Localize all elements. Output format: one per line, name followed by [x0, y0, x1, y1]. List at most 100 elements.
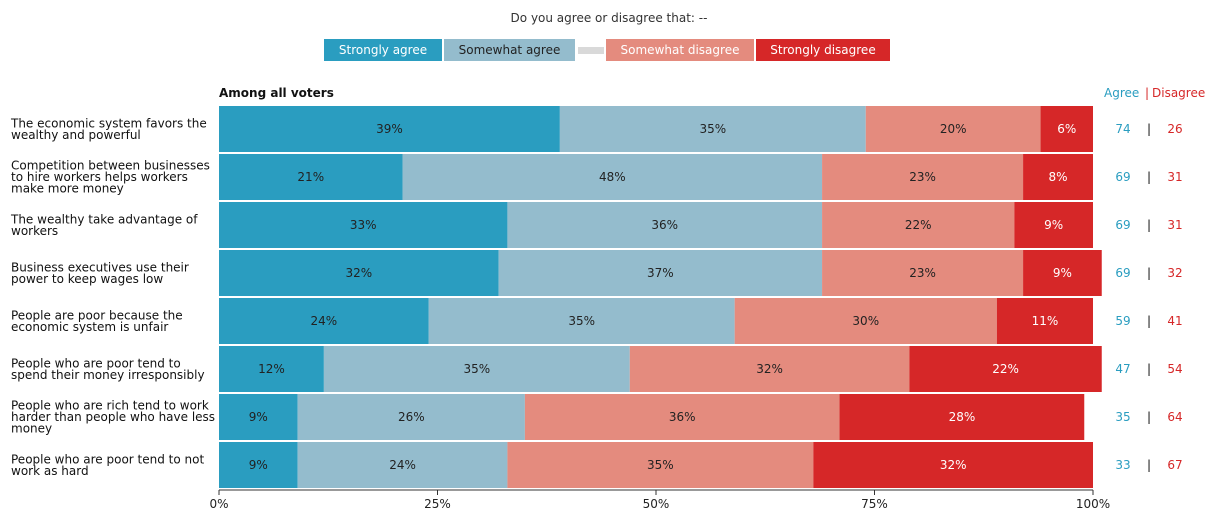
legend: Strongly agree Somewhat agree Somewhat dis…: [324, 39, 890, 61]
data-label: 28%: [949, 410, 976, 424]
disagree-total: 26: [1167, 122, 1182, 136]
legend-swatch: [444, 39, 575, 61]
bar-somewhat-disagree: [822, 154, 1024, 200]
total-separator: |: [1147, 410, 1151, 424]
disagree-total: 64: [1167, 410, 1182, 424]
chart-subtitle: Among all voters: [219, 86, 334, 100]
agree-total: 47: [1115, 362, 1130, 376]
bar-strongly-disagree: [813, 442, 1093, 488]
x-tick-label: 25%: [424, 497, 451, 511]
data-label: 37%: [647, 266, 674, 280]
legend-swatch: [324, 39, 442, 61]
bar-strongly-agree: [219, 394, 298, 440]
header-separator: |: [1145, 86, 1149, 100]
x-tick-label: 0%: [209, 497, 228, 511]
data-label: 35%: [463, 362, 490, 376]
bar-strongly-disagree: [1040, 106, 1093, 152]
data-label: 30%: [852, 314, 879, 328]
data-label: 39%: [376, 122, 403, 136]
bar-somewhat-disagree: [865, 106, 1041, 152]
data-label: 36%: [651, 218, 678, 232]
chart-title: Do you agree or disagree that: --: [511, 11, 708, 25]
bar-strongly-agree: [219, 298, 429, 344]
bar-strongly-disagree: [1023, 154, 1093, 200]
bar-strongly-disagree: [1014, 202, 1093, 248]
data-label: 8%: [1049, 170, 1068, 184]
bar-strongly-disagree: [1023, 250, 1102, 296]
disagree-total: 31: [1167, 170, 1182, 184]
agree-total: 35: [1115, 410, 1130, 424]
bar-somewhat-agree: [559, 106, 866, 152]
data-label: 32%: [346, 266, 373, 280]
bar-somewhat-agree: [297, 394, 525, 440]
agree-total: 74: [1115, 122, 1130, 136]
row-2: Competition between businesses to hire wo…: [11, 154, 1183, 200]
row-8: People who are poor tend to not work as h…: [11, 442, 1183, 488]
data-label: 35%: [568, 314, 595, 328]
bar-somewhat-disagree: [629, 346, 910, 392]
total-separator: |: [1147, 266, 1151, 280]
category-label: People are poor because the economic syst…: [11, 308, 183, 334]
row-7: People who are rich tend to work harder t…: [11, 394, 1183, 440]
data-label: 12%: [258, 362, 285, 376]
row-3: The wealthy take advantage of workers 33% 3…: [10, 202, 1183, 248]
disagree-total: 41: [1167, 314, 1182, 328]
data-label: 6%: [1057, 122, 1076, 136]
legend-item-somewhat-agree: Somewhat agree: [444, 39, 575, 61]
data-label: 11%: [1032, 314, 1059, 328]
bar-somewhat-agree: [402, 154, 823, 200]
row-4: Business executives use their power to ke…: [11, 250, 1183, 296]
category-label: People who are poor tend to not work as h…: [11, 452, 204, 478]
x-axis: 0% 25% 50% 75% 100%: [209, 489, 1110, 511]
data-label: 36%: [669, 410, 696, 424]
bar-strongly-disagree: [996, 298, 1093, 344]
data-label: 24%: [389, 458, 416, 472]
bar-strongly-disagree: [839, 394, 1085, 440]
bar-somewhat-agree: [323, 346, 630, 392]
bar-strongly-agree: [219, 154, 403, 200]
bar-somewhat-agree: [507, 202, 823, 248]
legend-label: Somewhat agree: [459, 43, 561, 57]
agree-total: 69: [1115, 218, 1130, 232]
row-6: People who are poor tend to spend their m…: [11, 346, 1183, 392]
data-label: 24%: [311, 314, 338, 328]
chart-rows: The economic system favors the wealthy an…: [10, 106, 1183, 488]
bar-somewhat-disagree: [822, 250, 1024, 296]
legend-label: Strongly agree: [339, 43, 427, 57]
bar-somewhat-disagree: [822, 202, 1015, 248]
bar-somewhat-disagree: [734, 298, 997, 344]
x-tick-label: 75%: [861, 497, 888, 511]
agree-total: 69: [1115, 170, 1130, 184]
x-tick-label: 100%: [1076, 497, 1110, 511]
bar-strongly-disagree: [909, 346, 1102, 392]
row-5: People are poor because the economic syst…: [11, 298, 1183, 344]
data-label: 32%: [756, 362, 783, 376]
bar-strongly-agree: [219, 442, 298, 488]
data-label: 22%: [905, 218, 932, 232]
bar-somewhat-disagree: [524, 394, 840, 440]
agree-header: Agree: [1104, 86, 1139, 100]
legend-item-spacer: [578, 47, 604, 54]
bar-strongly-agree: [219, 250, 499, 296]
bar-strongly-agree: [219, 346, 324, 392]
data-label: 48%: [599, 170, 626, 184]
bar-strongly-agree: [219, 106, 560, 152]
legend-item-strongly-agree: Strongly agree: [324, 39, 442, 61]
data-label: 35%: [699, 122, 726, 136]
data-label: 26%: [398, 410, 425, 424]
bar-somewhat-agree: [498, 250, 823, 296]
legend-swatch: [606, 39, 754, 61]
category-label: Competition between businesses to hire wo…: [11, 159, 210, 196]
category-label: The wealthy take advantage of workers: [10, 212, 198, 238]
legend-label: Somewhat disagree: [621, 43, 740, 57]
data-label: 23%: [909, 170, 936, 184]
data-label: 9%: [249, 410, 268, 424]
data-label: 9%: [249, 458, 268, 472]
data-label: 35%: [647, 458, 674, 472]
data-label: 21%: [297, 170, 324, 184]
disagree-total: 54: [1167, 362, 1182, 376]
agree-total: 69: [1115, 266, 1130, 280]
total-separator: |: [1147, 458, 1151, 472]
bar-somewhat-agree: [428, 298, 735, 344]
